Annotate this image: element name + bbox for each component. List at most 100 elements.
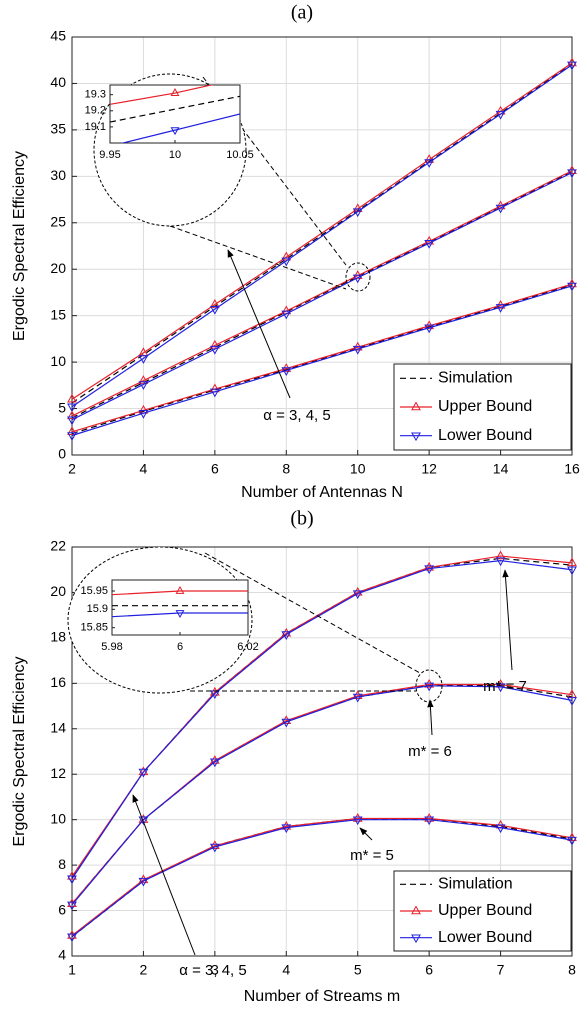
inset-y-tick-label: 15.85 bbox=[80, 622, 108, 634]
marker bbox=[495, 550, 506, 560]
marker bbox=[567, 557, 577, 567]
zoom-region bbox=[345, 262, 371, 292]
marker bbox=[170, 88, 180, 96]
annotation-arrow bbox=[502, 569, 513, 671]
annotation: m* = 6 bbox=[408, 743, 452, 760]
y-axis-label: Ergodic Spectral Efficiency bbox=[11, 151, 28, 341]
y-tick-label: 45 bbox=[50, 28, 66, 44]
marker bbox=[138, 381, 149, 390]
legend-marker bbox=[411, 905, 421, 915]
annotation-arrow bbox=[132, 794, 196, 956]
marker bbox=[352, 208, 363, 218]
x-tick-label: 5 bbox=[354, 962, 362, 978]
inset-x-tick-label: 6 bbox=[177, 641, 183, 653]
marker bbox=[281, 715, 292, 725]
legend-label: Lower Bound bbox=[438, 929, 532, 946]
marker bbox=[495, 824, 506, 834]
legend-marker bbox=[411, 432, 421, 442]
marker bbox=[567, 61, 577, 71]
y-tick-label: 12 bbox=[50, 765, 66, 781]
y-tick-label: 18 bbox=[50, 629, 66, 645]
marker bbox=[67, 426, 77, 435]
marker bbox=[281, 820, 292, 830]
chart-title: (b) bbox=[290, 508, 313, 530]
inset-y-tick-label: 19.3 bbox=[85, 89, 106, 101]
x-tick-label: 3 bbox=[211, 962, 219, 978]
x-tick-label: 4 bbox=[282, 962, 290, 978]
series-line bbox=[71, 817, 573, 937]
x-tick-label: 8 bbox=[282, 461, 290, 477]
series-line bbox=[71, 284, 573, 435]
annotation: α = 3, 4, 5 bbox=[179, 962, 246, 979]
series-line bbox=[71, 283, 573, 433]
marker bbox=[567, 566, 577, 576]
x-tick-label: 6 bbox=[211, 461, 219, 477]
marker bbox=[495, 304, 506, 313]
y-tick-label: 25 bbox=[50, 213, 66, 229]
inset-x-tick-label: 9.95 bbox=[99, 149, 120, 161]
legend-marker bbox=[411, 934, 421, 944]
series-line bbox=[112, 612, 248, 618]
annotation-arrow bbox=[359, 827, 373, 841]
marker bbox=[567, 282, 577, 292]
zoom-connector bbox=[202, 76, 347, 266]
marker bbox=[424, 159, 435, 168]
marker bbox=[352, 690, 363, 700]
inset-y-tick-label: 15.9 bbox=[87, 603, 108, 615]
marker bbox=[495, 683, 506, 693]
marker bbox=[281, 824, 292, 834]
legend-label: Lower Bound bbox=[438, 427, 532, 444]
x-tick-label: 7 bbox=[497, 962, 505, 978]
y-tick-label: 22 bbox=[50, 538, 66, 554]
series-line bbox=[120, 113, 240, 143]
marker bbox=[352, 816, 363, 826]
marker bbox=[281, 257, 292, 267]
annotation: m* = 7 bbox=[483, 678, 527, 695]
marker bbox=[209, 758, 220, 768]
marker bbox=[281, 631, 292, 641]
marker bbox=[138, 355, 149, 364]
inset-x-tick-label: 10 bbox=[169, 149, 181, 161]
marker bbox=[424, 565, 435, 575]
marker bbox=[352, 586, 363, 596]
y-axis-label: Ergodic Spectral Efficiency bbox=[11, 656, 28, 846]
inset-x-tick-label: 6.02 bbox=[237, 641, 258, 653]
x-tick-label: 2 bbox=[68, 461, 76, 477]
legend-label: Simulation bbox=[438, 876, 513, 893]
marker bbox=[138, 375, 149, 384]
marker bbox=[281, 718, 292, 728]
marker bbox=[424, 324, 435, 334]
marker bbox=[209, 843, 220, 853]
series-line bbox=[71, 560, 573, 880]
marker bbox=[67, 416, 77, 426]
inset-x-tick-label: 10.05 bbox=[226, 149, 254, 161]
marker bbox=[495, 557, 506, 567]
marker bbox=[567, 836, 577, 846]
annotation-arrow bbox=[227, 249, 291, 399]
series-line bbox=[110, 95, 240, 123]
inset-plot bbox=[110, 85, 240, 143]
y-tick-label: 0 bbox=[58, 446, 66, 462]
series-line bbox=[71, 685, 573, 906]
marker bbox=[209, 755, 220, 764]
marker bbox=[424, 816, 435, 826]
marker bbox=[138, 768, 149, 778]
axes-frame bbox=[71, 36, 573, 456]
marker bbox=[67, 403, 77, 413]
marker bbox=[67, 410, 77, 420]
legend-label: Simulation bbox=[438, 370, 513, 387]
y-tick-label: 4 bbox=[58, 947, 66, 963]
x-tick-label: 12 bbox=[421, 461, 437, 477]
series-line bbox=[71, 170, 573, 417]
marker bbox=[281, 367, 292, 376]
marker bbox=[495, 204, 506, 214]
series-line bbox=[112, 590, 248, 596]
marker bbox=[67, 432, 77, 442]
marker bbox=[281, 310, 292, 320]
y-tick-label: 40 bbox=[50, 74, 66, 90]
marker bbox=[567, 169, 577, 179]
marker bbox=[138, 877, 149, 887]
marker bbox=[209, 305, 220, 315]
y-tick-label: 20 bbox=[50, 583, 66, 599]
